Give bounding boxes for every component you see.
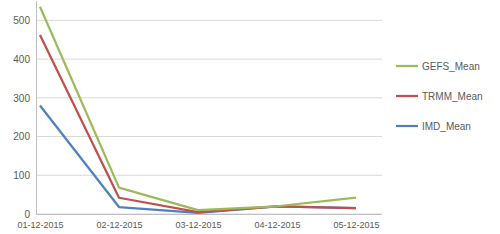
x-tick-label: 05-12-2015 (333, 220, 379, 230)
grid-line (36, 214, 382, 215)
legend-label: IMD_Mean (422, 121, 471, 132)
legend: GEFS_Mean TRMM_Mean IMD_Mean (396, 61, 483, 132)
x-tick-label: 02-12-2015 (96, 220, 142, 230)
y-tick-label: 400 (13, 54, 30, 65)
lines (40, 7, 356, 213)
legend-item: GEFS_Mean (396, 61, 480, 72)
y-tick-label: 0 (24, 209, 30, 220)
x-tick: 05-12-2015 (333, 214, 379, 230)
legend-key (396, 95, 418, 97)
x-tick-label: 03-12-2015 (175, 220, 221, 230)
y-tick: 200 (13, 131, 36, 142)
legend-label: GEFS_Mean (422, 61, 480, 72)
y-tick: 500 (13, 15, 36, 26)
y-tick: 0 (24, 209, 36, 220)
x-axis: 01-12-2015 02-12-2015 03-12-2015 04-12-2015… (17, 214, 382, 230)
legend-item: IMD_Mean (396, 121, 471, 132)
x-tick-label: 04-12-2015 (254, 220, 300, 230)
y-tick-label: 100 (13, 170, 30, 181)
x-axis-line (36, 214, 382, 215)
y-tick-label: 300 (13, 93, 30, 104)
grid-line (36, 175, 382, 176)
legend-label: TRMM_Mean (422, 91, 483, 102)
legend-key (396, 125, 418, 127)
y-tick: 300 (13, 93, 36, 104)
x-tick-label: 01-12-2015 (17, 220, 63, 230)
x-tick: 01-12-2015 (17, 214, 63, 230)
y-tick: 100 (13, 170, 36, 181)
y-tick-label: 500 (13, 15, 30, 26)
y-tick-label: 200 (13, 131, 30, 142)
x-tick: 02-12-2015 (96, 214, 142, 230)
y-axis: 0 100 200 300 400 500 (13, 2, 36, 220)
x-tick: 03-12-2015 (175, 214, 221, 230)
legend-key (396, 65, 418, 67)
series-line (40, 7, 356, 210)
chart: 0 100 200 300 400 500 01-12-2015 02-12-2015 03-1… (0, 0, 500, 234)
grid-line (36, 59, 382, 60)
series-line (40, 35, 356, 212)
y-axis-line (36, 2, 37, 215)
y-tick: 400 (13, 54, 36, 65)
grid-line (36, 97, 382, 98)
x-tick: 04-12-2015 (254, 214, 300, 230)
series-line (40, 106, 356, 213)
legend-item: TRMM_Mean (396, 91, 483, 102)
grid-line (36, 20, 382, 21)
